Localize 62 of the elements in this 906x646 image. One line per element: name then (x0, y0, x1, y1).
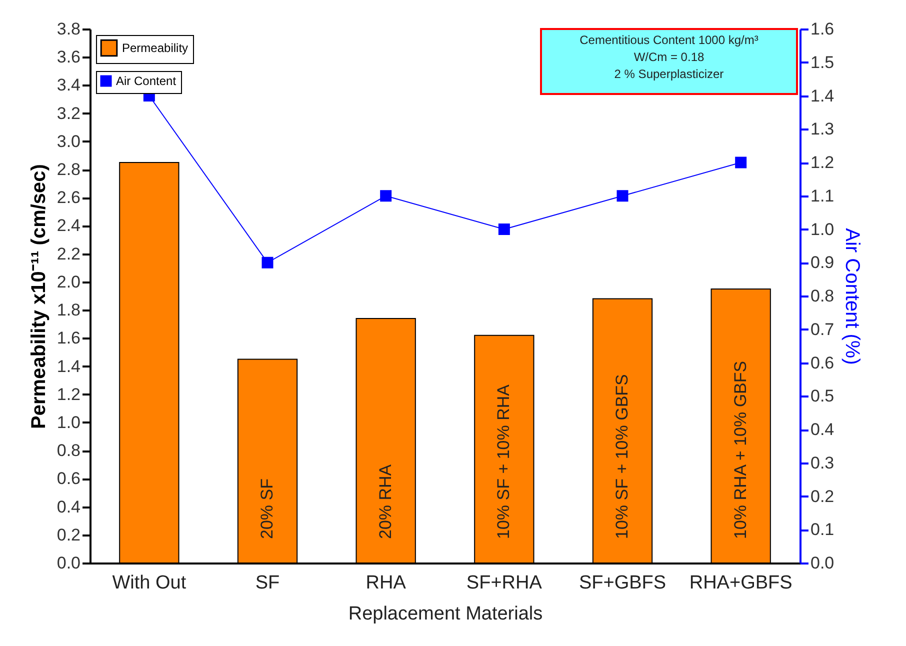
y2-tick-label: 0.2 (810, 486, 834, 506)
y2-tick-label: 0.5 (810, 386, 834, 406)
y2-tick-label: 0.6 (810, 353, 834, 372)
point (262, 256, 274, 268)
y-tick-label: 3.2 (56, 104, 80, 123)
y-tick-label: 3.0 (56, 132, 80, 151)
y2-tick-label: 1.4 (810, 86, 834, 106)
annotation: 20% RHA (376, 464, 395, 539)
y2-tick-label: 0.4 (810, 420, 834, 439)
y2-tick-label: 1.2 (810, 153, 834, 172)
x-axis-title: Replacement Materials (348, 604, 543, 624)
y2-tick-label: 0.7 (810, 320, 834, 339)
y2-tick-label: 1.1 (810, 186, 834, 206)
y-tick-label: 3.8 (56, 20, 80, 38)
y-tick-label: 3.4 (56, 76, 80, 95)
y-tick-label: 1.8 (56, 300, 80, 320)
y2-tick-label: 0.9 (810, 253, 834, 272)
y-tick-label: 2.8 (56, 160, 80, 180)
point (616, 190, 628, 202)
point (735, 156, 747, 168)
y-tick-label: 0.8 (56, 441, 80, 460)
annotation: W/Cm = 0.18 (632, 49, 706, 66)
legend-label: Permeability (122, 41, 188, 55)
y-tick-label: 2.0 (56, 272, 80, 292)
annotation: 10% RHA + 10% GBFS (730, 360, 750, 539)
x-tick-label: RHA+GBFS (689, 572, 792, 594)
y-tick-label: 0.6 (56, 469, 80, 488)
y-tick-label: 0.4 (56, 497, 80, 516)
annotation: 10% SF + 10% GBFS (612, 374, 632, 539)
y2-tick-label: 0.1 (810, 520, 834, 540)
x-tick-label: SF+GBFS (578, 572, 666, 594)
x-tick-label: With Out (112, 572, 187, 594)
y2-axis-title: Air Content (%) (841, 228, 864, 365)
y-tick-label: 2.2 (56, 244, 80, 264)
y-tick-label: 1.0 (56, 412, 80, 432)
y-tick-label: 2.6 (56, 188, 80, 208)
y2-tick-label: 0.8 (810, 286, 834, 306)
y2-tick-label: 1.0 (810, 220, 834, 239)
y-tick-label: 1.6 (56, 328, 80, 348)
y-tick-label: 0.0 (56, 554, 80, 572)
y-axis-title: Permeability x10⁻¹¹ (cm/sec) (28, 164, 50, 429)
point (498, 224, 510, 235)
annotation: 10% SF + 10% RHA (494, 384, 514, 539)
y-tick-label: 2.4 (56, 216, 80, 236)
x-tick-label: SF (255, 572, 280, 594)
x-tick-label: SF+RHA (466, 572, 542, 594)
y-tick-label: 0.2 (56, 525, 80, 544)
annotation: 20% SF (258, 478, 276, 539)
legend-label: Air Content (116, 74, 177, 88)
y2-tick-label: 1.5 (810, 52, 834, 72)
annotation: 2 % Superplasticizer (613, 66, 725, 83)
y2-tick-label: 0.3 (810, 453, 834, 472)
y2-tick-label: 1.3 (810, 120, 834, 139)
y-tick-label: 1.2 (56, 384, 80, 404)
y-tick-label: 1.4 (56, 356, 80, 376)
y2-tick-label: 1.6 (810, 20, 834, 38)
annotation: Cementitious Content 1000 kg/m³ (578, 32, 760, 49)
text-box: Cementitious Content 1000 kg/m³ W/Cm = 0.18 2 % Superplasticizer (540, 28, 798, 95)
point (380, 190, 392, 202)
y2-tick-label: 0.0 (810, 554, 834, 572)
y-tick-label: 3.6 (56, 48, 80, 67)
x-tick-label: RHA (366, 572, 406, 594)
